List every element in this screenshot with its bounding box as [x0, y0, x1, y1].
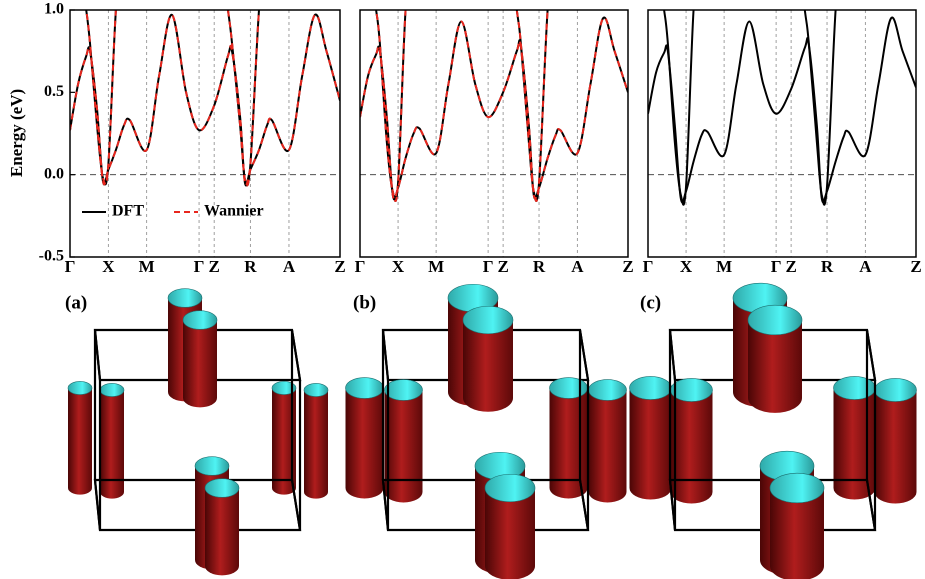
x-tick-label: X	[102, 257, 115, 276]
x-tick-label: X	[392, 257, 405, 276]
cylinder-cap	[874, 378, 917, 402]
x-tick-label: Z	[497, 257, 508, 276]
curves	[70, 10, 340, 187]
cylinder	[748, 320, 802, 413]
plot-frame	[69, 9, 341, 258]
curves	[360, 10, 628, 202]
x-tick-label: R	[821, 257, 834, 276]
cylinder	[770, 488, 824, 579]
cylinder	[384, 390, 423, 503]
panel-label: (b)	[353, 292, 376, 313]
fermi-surface: (a)	[65, 288, 329, 576]
cylinder-cap	[182, 310, 218, 330]
cylinder	[183, 320, 217, 408]
x-tick-label: Γ	[483, 257, 494, 276]
cylinder	[485, 488, 535, 579]
cylinder-cap	[194, 456, 230, 476]
x-tick-label: R	[533, 257, 546, 276]
plot-frame	[647, 9, 917, 258]
cylinder	[68, 388, 92, 495]
x-tick-label: M	[139, 257, 155, 276]
cylinder-cap	[384, 379, 423, 401]
cylinder-cap	[484, 473, 536, 503]
x-tick-label: Z	[622, 257, 633, 276]
x-tick-label: Γ	[65, 257, 76, 276]
band-line	[70, 13, 340, 187]
cylinder-cap	[303, 383, 329, 397]
cylinder-cap	[204, 478, 240, 498]
y-tick-label: 0.5	[44, 83, 64, 100]
x-tick-label: Z	[785, 257, 796, 276]
cylinder-cap	[588, 379, 627, 401]
x-tick-label: R	[244, 257, 257, 276]
band-line	[360, 16, 628, 201]
panel-label: (c)	[640, 292, 661, 313]
plot-frame	[359, 9, 629, 258]
cylinder-cap	[670, 378, 713, 402]
x-tick-label: M	[428, 257, 444, 276]
cylinder	[874, 390, 917, 504]
curves	[648, 10, 916, 206]
cylinder	[670, 390, 713, 504]
band-line	[663, 10, 837, 206]
cylinder-cap	[167, 288, 203, 308]
band-line	[360, 16, 628, 201]
panel-label: (a)	[65, 292, 87, 313]
band-line	[375, 10, 549, 202]
cylinder-cap	[271, 381, 297, 395]
x-tick-label: Z	[910, 257, 921, 276]
x-tick-label: Γ	[355, 257, 366, 276]
x-tick-label: Γ	[643, 257, 654, 276]
cylinder-cap	[769, 472, 825, 504]
band-line	[70, 13, 340, 187]
x-tick-label: A	[283, 257, 296, 276]
y-axis-label: Energy (eV)	[7, 89, 26, 177]
cylinder-cap	[833, 376, 876, 400]
x-tick-label: M	[716, 257, 732, 276]
y-tick-label: -0.5	[39, 248, 64, 265]
legend-label: Wannier	[204, 203, 264, 220]
legend-label: DFT	[112, 203, 144, 220]
x-tick-label: Γ	[194, 257, 205, 276]
y-tick-label: 1.0	[44, 1, 64, 18]
cylinder	[304, 390, 328, 499]
cylinder-cap	[629, 376, 672, 400]
fermi-surface: (b)	[345, 283, 627, 579]
cylinder-cap	[67, 381, 93, 395]
cylinder	[833, 388, 876, 500]
cylinder	[463, 320, 513, 412]
y-tick-label: 0.0	[44, 165, 64, 182]
cylinder	[100, 390, 124, 499]
x-tick-label: Z	[209, 257, 220, 276]
x-tick-label: A	[859, 257, 872, 276]
x-tick-label: Z	[334, 257, 345, 276]
cylinder-cap	[99, 383, 125, 397]
cylinder-cap	[345, 377, 384, 399]
fermi-surface: (c)	[629, 282, 917, 579]
x-tick-label: X	[680, 257, 693, 276]
x-tick-label: A	[571, 257, 584, 276]
cylinder-cap	[462, 305, 514, 335]
cylinder	[272, 388, 296, 495]
cylinder	[345, 388, 384, 499]
cylinder	[549, 388, 588, 499]
cylinder	[629, 388, 672, 500]
x-tick-label: Γ	[771, 257, 782, 276]
cylinder-cap	[747, 304, 803, 336]
cylinder	[588, 390, 627, 503]
cylinder	[205, 488, 239, 576]
cylinder-cap	[549, 377, 588, 399]
